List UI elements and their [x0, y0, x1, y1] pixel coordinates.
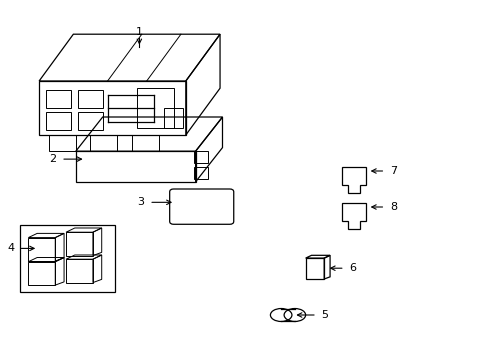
Text: 8: 8: [389, 202, 396, 212]
Text: 1: 1: [136, 27, 142, 37]
Bar: [20, 225, 115, 292]
Text: 6: 6: [349, 263, 356, 273]
Text: 3: 3: [137, 197, 144, 207]
Text: 7: 7: [389, 166, 396, 176]
Text: 4: 4: [7, 243, 14, 253]
Text: 2: 2: [49, 154, 56, 164]
Text: 5: 5: [321, 310, 328, 320]
